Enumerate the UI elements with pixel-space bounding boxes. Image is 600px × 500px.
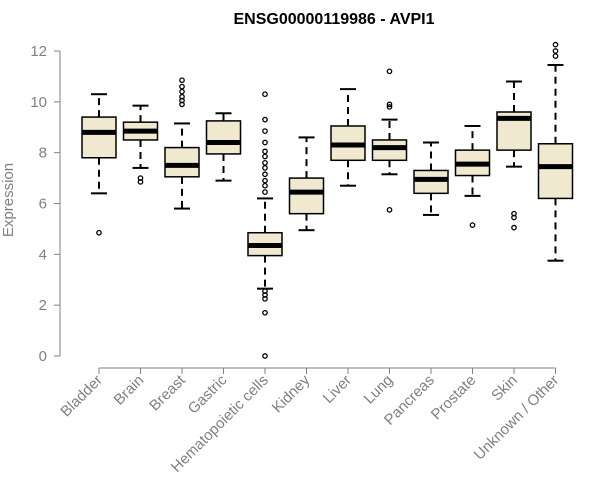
outlier-point [262, 171, 268, 178]
outlier-point [179, 93, 185, 100]
outlier-point [511, 224, 517, 231]
outlier-point [386, 104, 393, 110]
y-tick-label: 4 [39, 246, 47, 263]
outlier-point [96, 229, 102, 236]
iqr-box [205, 120, 242, 155]
outlier-point [262, 91, 268, 98]
outlier-point [137, 175, 144, 181]
outlier-point [179, 77, 185, 84]
box-group [413, 141, 449, 216]
outlier-point [262, 177, 268, 184]
x-tick-label: Prostate [428, 372, 480, 424]
box-group [537, 41, 574, 262]
box-group [288, 136, 325, 232]
box-group [454, 124, 491, 228]
x-tick-label: Lung [361, 372, 397, 408]
x-tick-label: Liver [320, 372, 355, 407]
box-group [247, 91, 283, 359]
iqr-box [81, 116, 117, 159]
y-tick-label: 2 [39, 297, 47, 314]
iqr-box [371, 139, 408, 162]
outlier-point [469, 222, 476, 228]
y-tick-label: 12 [30, 43, 47, 60]
outlier-point [262, 116, 268, 123]
outlier-point [552, 48, 559, 54]
boxes-layer [81, 41, 574, 359]
x-tick-label: Bladder [57, 372, 106, 421]
outlier-point [262, 153, 268, 160]
outlier-point [386, 68, 393, 75]
outlier-point [262, 128, 268, 134]
outlier-point [262, 182, 268, 189]
y-tick-label: 0 [39, 348, 47, 365]
box-group [371, 68, 408, 213]
outlier-point [262, 165, 268, 171]
iqr-box [537, 143, 574, 200]
box-group [122, 104, 159, 185]
iqr-box [413, 169, 449, 195]
outlier-point [262, 139, 268, 146]
iqr-box [164, 146, 200, 178]
outlier-point [262, 189, 268, 195]
y-axis-title: Expression [0, 163, 17, 237]
outlier-point [386, 101, 393, 108]
outlier-point [386, 207, 393, 213]
x-tick-label: Brain [111, 372, 148, 409]
x-tick-label: Kidney [269, 371, 314, 416]
box-group [164, 77, 200, 210]
outlier-point [552, 41, 559, 48]
y-tick-label: 10 [30, 94, 47, 111]
outlier-point [179, 88, 185, 95]
outlier-point [262, 288, 268, 295]
outlier-point [262, 353, 268, 359]
outlier-point [179, 83, 185, 90]
box-group [496, 80, 532, 231]
box-group [81, 93, 117, 236]
box-group [330, 88, 366, 187]
outlier-point [511, 210, 517, 217]
y-tick-label: 6 [39, 196, 47, 213]
iqr-box [288, 177, 325, 215]
outlier-point [262, 159, 268, 166]
x-tick-label: Skin [488, 372, 521, 405]
y-axis: 0 2 4 6 8 10 12 [30, 43, 61, 365]
chart-title: ENSG00000119986 - AVPI1 [233, 11, 434, 28]
outlier-point [552, 53, 559, 59]
x-tick-label: Breast [146, 371, 189, 414]
outlier-point [262, 148, 268, 155]
y-tick-label: 8 [39, 145, 47, 162]
box-group [205, 112, 242, 182]
outlier-point [262, 309, 268, 316]
